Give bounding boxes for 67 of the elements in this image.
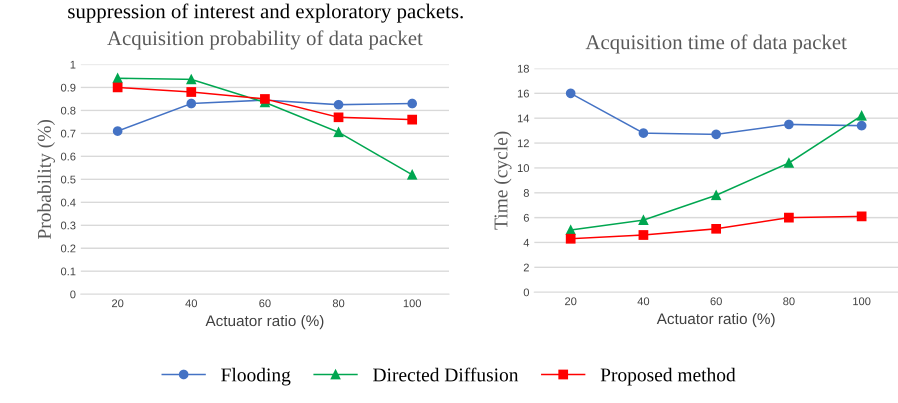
x-tick-label: 100 (853, 297, 870, 306)
point (856, 110, 866, 121)
x-tick-label: 40 (185, 299, 198, 308)
y-tick-label: 4 (524, 238, 530, 246)
legend-label: Proposed method (600, 368, 736, 386)
y-tick-label: 0.1 (60, 267, 76, 276)
point (566, 234, 576, 244)
y-tick-label: 0.2 (60, 244, 76, 252)
point (711, 224, 722, 234)
y-tick-label: 0.3 (60, 222, 76, 230)
point (186, 74, 196, 84)
y-tick-label: 0 (70, 290, 76, 298)
point (784, 120, 794, 130)
chart-title: Acquisition time of data packet (586, 34, 847, 54)
y-tick-label: 2 (524, 264, 529, 272)
y-tick-label: 16 (518, 90, 529, 98)
y-tick-label: 0.7 (60, 130, 76, 138)
y-tick-label: 0.9 (60, 84, 76, 92)
y-tick-label: 0.8 (60, 106, 76, 115)
point (186, 87, 196, 97)
point (856, 120, 866, 131)
point (711, 130, 722, 140)
x-tick-label: 20 (565, 297, 576, 306)
point (407, 170, 418, 180)
x-tick-label: 80 (783, 297, 795, 306)
point (711, 190, 722, 200)
point (566, 225, 576, 235)
point (784, 158, 794, 168)
x-tick-label: 60 (710, 297, 722, 306)
y-tick-label: 6 (524, 214, 529, 222)
y-axis-title: Time (cycle) (494, 132, 512, 230)
y-tick-label: 14 (518, 114, 530, 122)
y-tick-label: 0.4 (60, 198, 76, 206)
point (566, 88, 576, 98)
text: suppression of interest and exploratory packets. (68, 3, 463, 23)
y-axis-title: Probability (%) (37, 120, 55, 239)
x-axis-title: Actuator ratio (%) (206, 314, 324, 330)
point (334, 112, 344, 122)
y-tick-label: 0.5 (60, 176, 76, 184)
y-tick-label: 10 (518, 164, 530, 172)
x-tick-label: 100 (404, 299, 422, 308)
x-tick-label: 20 (112, 299, 124, 308)
point (334, 127, 344, 138)
point (334, 100, 344, 110)
point (856, 212, 866, 222)
point (784, 212, 794, 222)
point (638, 215, 648, 225)
legend-label: Flooding (221, 368, 290, 386)
point (638, 128, 648, 138)
x-axis-title: Actuator ratio (%) (656, 312, 775, 328)
y-tick-label: 8 (524, 189, 529, 197)
y-tick-label: 0 (524, 288, 530, 296)
legend-label: Directed Diffusion (373, 368, 518, 382)
point (638, 230, 648, 240)
point (407, 98, 418, 108)
y-tick-label: 18 (518, 64, 529, 73)
x-tick-label: 60 (259, 299, 271, 308)
y-tick-label: 12 (518, 139, 529, 148)
point (112, 82, 122, 92)
point (407, 114, 418, 124)
y-tick-label: 1 (70, 60, 76, 69)
y-tick-label: 0.6 (60, 152, 76, 160)
x-tick-label: 40 (637, 297, 650, 306)
x-tick-label: 80 (332, 299, 344, 308)
point (112, 126, 122, 136)
chart-title: Acquisition probability of data packet (107, 30, 423, 50)
point (186, 98, 196, 108)
